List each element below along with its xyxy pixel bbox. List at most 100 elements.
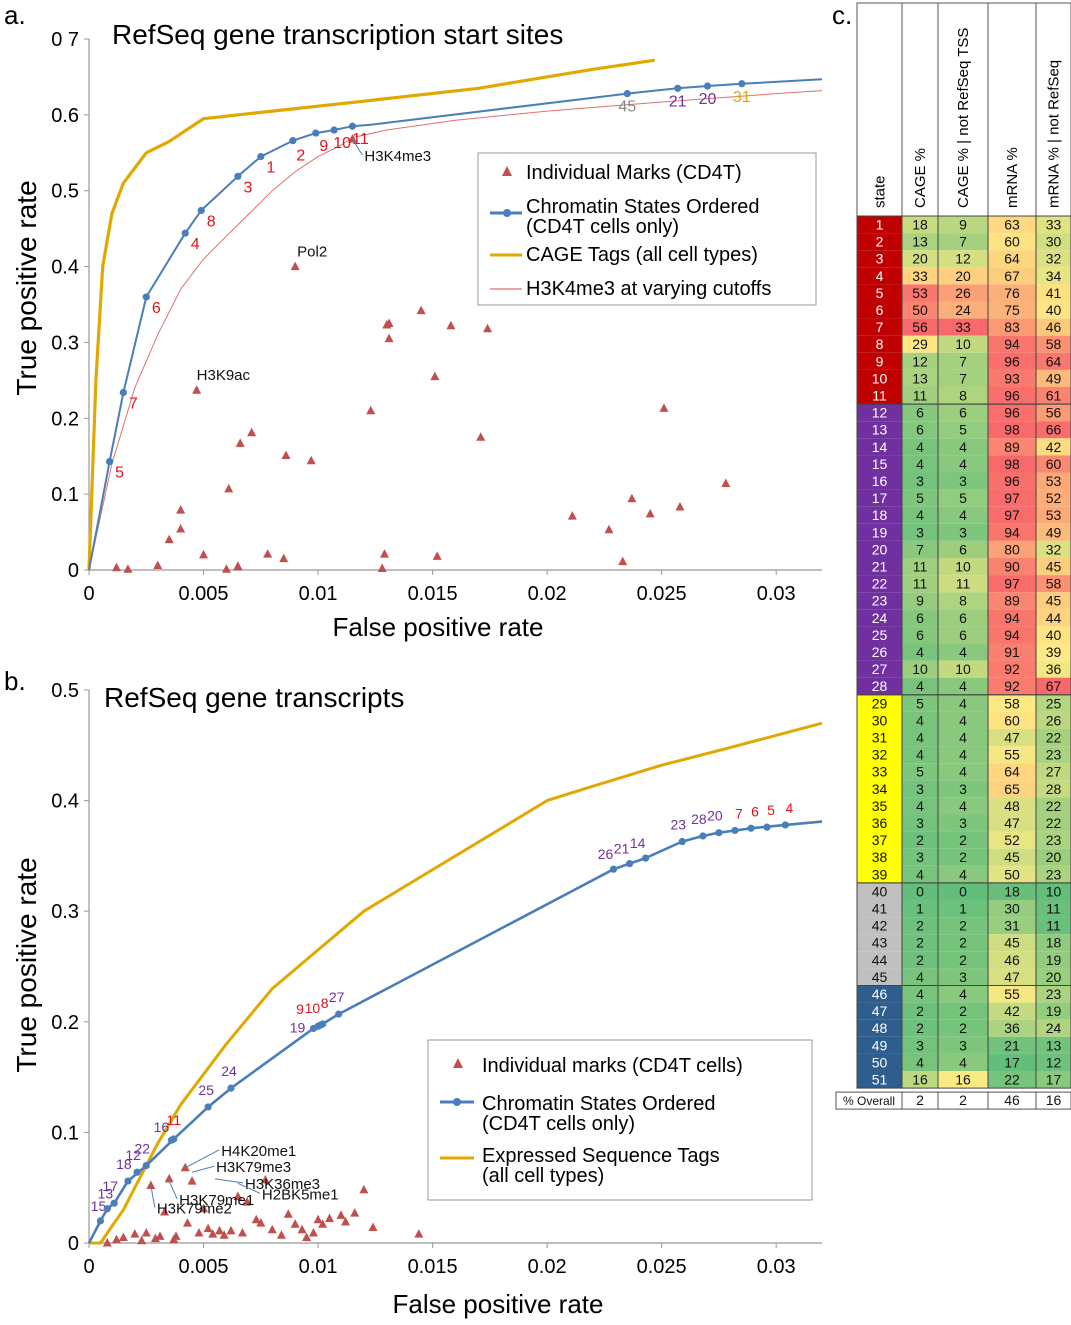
state-number: 19 <box>872 524 888 540</box>
a-y-tick-label: 0.1 <box>51 484 79 506</box>
value-cell <box>938 711 988 729</box>
value-cell <box>1036 797 1071 815</box>
value-cell-text: 94 <box>1004 610 1020 626</box>
value-cell-text: 89 <box>1004 439 1020 455</box>
value-cell <box>938 387 988 405</box>
value-cell <box>902 797 938 815</box>
value-cell-text: 50 <box>1004 866 1020 882</box>
legend-b-states-label: Chromatin States Ordered (CD4T cells only… <box>482 1093 715 1135</box>
value-cell <box>988 489 1036 507</box>
a-mark-triangle <box>306 455 316 465</box>
a-state-label: 8 <box>207 213 216 230</box>
value-cell <box>938 729 988 747</box>
value-cell-text: 65 <box>1004 781 1020 797</box>
value-cell-text: 96 <box>1004 473 1020 489</box>
value-cell-text: 46 <box>1046 319 1062 335</box>
value-cell <box>1036 438 1071 456</box>
value-cell-text: 11 <box>913 576 928 592</box>
b-state-label: 24 <box>221 1063 237 1079</box>
value-cell-text: 26 <box>955 285 971 301</box>
state-number: 37 <box>872 832 888 848</box>
a-state-point <box>348 122 357 130</box>
value-cell-text: 3 <box>959 524 967 540</box>
legend-b-states-dot <box>453 1098 461 1106</box>
value-cell <box>988 1071 1036 1089</box>
b-mark-triangle <box>313 1214 323 1224</box>
b-annotation: H3K36me3 <box>245 1176 320 1193</box>
b-mark-triangle <box>297 1224 307 1234</box>
b-state-label: 4 <box>785 800 793 816</box>
value-cell <box>902 968 938 986</box>
value-cell-text: 8 <box>959 593 967 609</box>
a-mark-triangle <box>247 427 257 437</box>
value-cell <box>1036 677 1071 695</box>
a-mark-triangle <box>432 551 442 560</box>
value-cell-text: 4 <box>916 986 924 1002</box>
value-cell <box>1036 694 1071 712</box>
b-y-tick-label: 0.5 <box>51 680 79 702</box>
table-header: CAGE % | not RefSeq TSS <box>955 28 972 208</box>
value-cell <box>902 250 938 268</box>
value-cell <box>988 729 1036 747</box>
b-series-2-line <box>87 820 823 1244</box>
value-cell-text: 96 <box>1004 388 1020 404</box>
value-cell <box>988 472 1036 490</box>
b-annotation: H3K79me2 <box>157 1200 232 1217</box>
value-cell <box>988 677 1036 695</box>
panel-a-xlabel: False positive rate <box>333 612 544 642</box>
value-cell-text: 60 <box>1046 456 1062 472</box>
a-mark-triangle <box>221 564 231 573</box>
value-cell-text: 98 <box>1004 456 1020 472</box>
legend-a-marks-label: Individual Marks (CD4T) <box>526 162 742 184</box>
value-cell-text: 4 <box>959 1054 967 1070</box>
value-cell <box>938 609 988 627</box>
state-number: 16 <box>872 473 888 489</box>
value-cell <box>1036 318 1071 336</box>
a-mark-triangle <box>224 483 234 493</box>
value-cell <box>938 882 988 900</box>
a-mark-triangle <box>123 564 133 573</box>
panel-b-ylabel: True positive rate <box>11 857 42 1072</box>
state-number: 36 <box>872 815 888 831</box>
value-cell-text: 12 <box>1046 1054 1062 1070</box>
value-cell-text: 4 <box>916 678 924 694</box>
state-cell <box>857 985 902 1003</box>
value-cell-text: 2 <box>916 935 924 951</box>
panel-a-ylabel: True positive rate <box>11 180 42 395</box>
table-group-border <box>1035 985 1071 1089</box>
state-cell <box>857 387 902 405</box>
b-state-label: 14 <box>630 835 646 851</box>
b-mark-triangle <box>171 1231 181 1240</box>
b-x-tick-label: 0.015 <box>408 1256 458 1278</box>
value-cell-text: 41 <box>1046 285 1062 301</box>
b-mark-triangle <box>325 1213 335 1223</box>
value-cell-text: 58 <box>1046 576 1062 592</box>
value-cell-text: 20 <box>1046 849 1062 865</box>
a-state-label: 31 <box>733 89 751 106</box>
value-cell-text: 4 <box>959 695 967 711</box>
state-cell <box>857 1071 902 1089</box>
value-cell <box>1036 575 1071 593</box>
value-cell <box>938 369 988 387</box>
overall-cell-text: 2 <box>916 1092 924 1108</box>
value-cell <box>988 763 1036 781</box>
value-cell-text: 6 <box>916 627 924 643</box>
state-cell <box>857 900 902 918</box>
value-cell <box>988 626 1036 644</box>
a-mark-triangle <box>483 323 493 333</box>
b-y-tick-label: 0.4 <box>51 791 79 813</box>
legend-b-frame <box>427 1039 813 1201</box>
table-header: mRNA % | not RefSeq <box>1046 60 1063 208</box>
b-mark-triangle <box>256 1218 266 1227</box>
a-series-1-line <box>87 58 656 571</box>
value-cell-text: 10 <box>1046 883 1062 899</box>
b-mark-triangle <box>155 1231 165 1240</box>
b-mark-triangle <box>226 1225 236 1235</box>
value-cell-text: 45 <box>1046 593 1062 609</box>
value-cell <box>988 865 1036 883</box>
state-cell <box>857 216 902 234</box>
value-cell-text: 11 <box>1046 901 1061 917</box>
a-x-tick-label: 0.01 <box>299 583 338 605</box>
state-number: 6 <box>876 302 884 318</box>
